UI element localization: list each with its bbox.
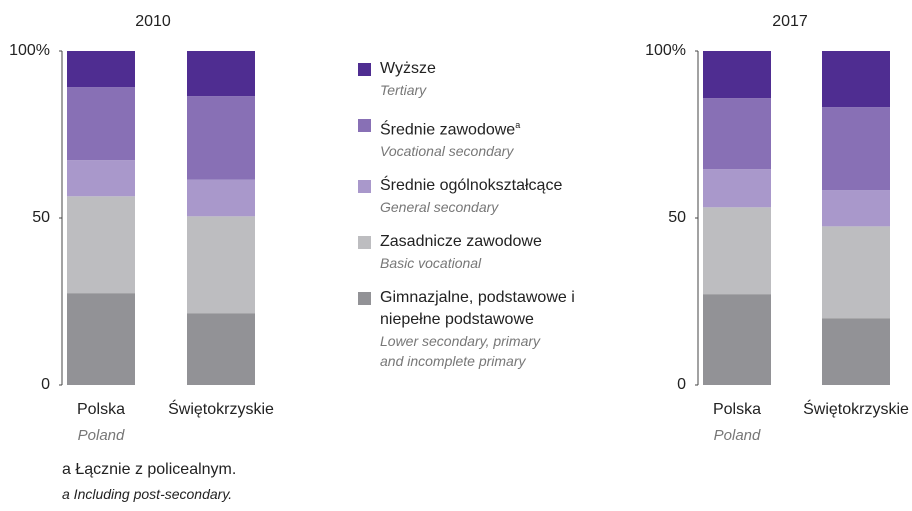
legend-name: Średnie ogólnokształcące — [380, 177, 563, 195]
bar-segment — [67, 293, 135, 385]
bar-segment — [67, 160, 135, 197]
bar-segment — [822, 190, 890, 227]
legend-label: Średnie zawodowea — [380, 114, 580, 141]
legend-item: Wyższe Tertiary — [358, 58, 588, 100]
legend-translation: Vocational secondary — [380, 143, 514, 160]
legend-translation: Lower secondary, primary and incomplete … — [380, 333, 541, 370]
bar-segment — [67, 196, 135, 294]
bar-segment — [187, 51, 255, 97]
y-tick-label: 0 — [41, 376, 50, 393]
footnote-text: a Łącznie z policealnym. — [62, 461, 237, 478]
bar-segment — [187, 216, 255, 314]
legend-swatch — [358, 292, 371, 306]
legend-translation: Basic vocational — [380, 255, 482, 272]
legend-swatch — [358, 180, 371, 194]
legend-name: Średnie zawodowe — [380, 121, 516, 139]
footnote: a Łącznie z policealnym. a Including pos… — [62, 458, 237, 506]
bar-segment — [187, 313, 255, 385]
legend-label: Gimnazjalne, podstawowe i niepełne podst… — [380, 287, 580, 331]
x-tick-label: Polska — [713, 401, 761, 418]
y-tick-label: 50 — [668, 209, 686, 226]
bar-segment — [67, 87, 135, 161]
bar-segment — [187, 179, 255, 217]
y-tick-label: 100% — [9, 42, 50, 59]
bar-segment — [703, 294, 771, 385]
y-tick-label: 0 — [677, 376, 686, 393]
chart: 2010 0 50 100% Polska Poland Świętokrzyskie — [9, 13, 274, 444]
legend-label: Średnie ogólnokształcące — [380, 175, 580, 197]
legend-label: Zasadnicze zawodowe — [380, 231, 580, 253]
legend-swatch — [358, 63, 371, 76]
bar-segment — [187, 96, 255, 180]
bar-segment — [822, 318, 890, 385]
x-tick-label: Świętokrzyskie — [803, 399, 909, 418]
legend-item: Zasadnicze zawodowe Basic vocational — [358, 231, 588, 273]
legend-label: Wyższe — [380, 58, 580, 80]
legend-translation: Tertiary — [380, 82, 427, 98]
legend-name: Gimnazjalne, podstawowe i niepełne podst… — [380, 289, 575, 329]
bar-segment — [703, 98, 771, 170]
bar-segment — [703, 169, 771, 208]
x-tick-label: Polska — [77, 401, 125, 418]
legend-item: Średnie zawodowea Vocational secondary — [358, 114, 588, 161]
chart-title: 2017 — [772, 13, 808, 30]
legend-swatch — [358, 119, 371, 132]
bar-segment — [822, 51, 890, 108]
footnote-text: a Including post-secondary. — [62, 486, 233, 502]
bar-segment — [822, 107, 890, 191]
chart: 2017 0 50 100% Polska Poland Świętokrzyskie — [645, 13, 909, 444]
bar-segment — [67, 51, 135, 88]
note-marker: a — [515, 120, 521, 130]
legend-name: Wyższe — [380, 60, 436, 77]
legend-translation: General secondary — [380, 199, 499, 216]
chart-title: 2010 — [135, 13, 171, 30]
bar-segment — [703, 207, 771, 295]
legend: Wyższe Tertiary Średnie zawodowea Vocationa… — [358, 58, 588, 385]
x-tick-translation: Poland — [78, 427, 125, 444]
legend-item: Średnie ogólnokształcące General secondar… — [358, 175, 588, 217]
x-tick-translation: Poland — [714, 427, 761, 444]
legend-name: Zasadnicze zawodowe — [380, 233, 542, 251]
y-tick-label: 100% — [645, 42, 686, 59]
y-tick-label: 50 — [32, 209, 50, 226]
bar-segment — [822, 226, 890, 319]
x-tick-label: Świętokrzyskie — [168, 399, 274, 418]
legend-item: Gimnazjalne, podstawowe i niepełne podst… — [358, 287, 588, 371]
legend-swatch — [358, 236, 371, 250]
bar-segment — [703, 51, 771, 99]
